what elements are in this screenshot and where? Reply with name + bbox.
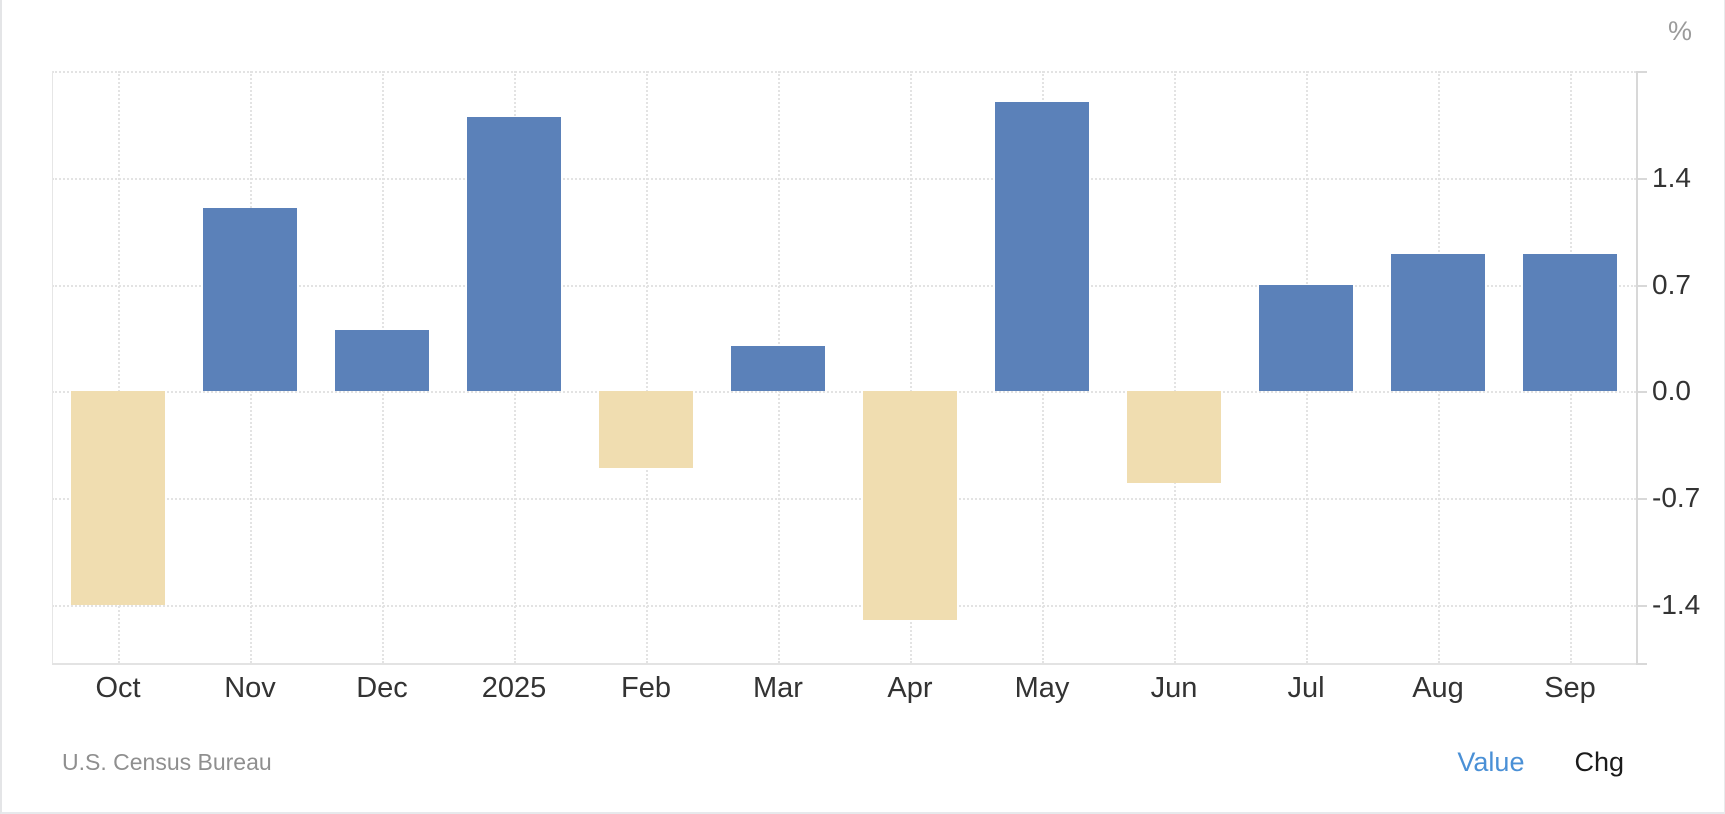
bar-2025[interactable] (467, 116, 561, 392)
gridline-horizontal (52, 71, 1636, 73)
x-axis-label-oct: Oct (95, 672, 141, 704)
y-axis-unit-label: % (1667, 16, 1692, 46)
x-axis-label-may: May (1014, 672, 1070, 704)
y-axis-label--0.7: -0.7 (1652, 482, 1701, 514)
y-axis-tick-mark (1636, 663, 1647, 665)
x-axis-label-dec: Dec (356, 672, 408, 704)
value-toggle-link[interactable]: Value (1457, 746, 1525, 777)
gridline-vertical (118, 71, 120, 663)
gridline-vertical (910, 71, 912, 663)
bar-aug[interactable] (1391, 254, 1485, 392)
bar-nov[interactable] (203, 208, 297, 392)
y-axis-tick-mark (1636, 71, 1647, 73)
bar-may[interactable] (995, 101, 1089, 392)
x-axis-label-feb: Feb (621, 672, 671, 704)
x-axis-label-apr: Apr (887, 672, 933, 704)
footer: U.S. Census Bureau Value Chg (62, 742, 1624, 782)
y-axis-tick-mark (1636, 284, 1647, 287)
gridline-horizontal (52, 284, 1636, 287)
y-axis-tick-mark (1636, 177, 1647, 180)
y-axis-right-line (1636, 71, 1638, 665)
y-axis-tick-mark (1636, 498, 1647, 501)
y-axis-tick-mark (1636, 391, 1647, 394)
series-toggles: Value Chg (1457, 747, 1624, 778)
y-axis-tick-mark (1636, 605, 1647, 608)
y-axis-left-line (52, 71, 53, 663)
x-axis-line (52, 663, 1636, 665)
chg-toggle-link[interactable]: Chg (1574, 746, 1624, 777)
bar-apr[interactable] (863, 391, 957, 621)
bar-oct[interactable] (71, 391, 165, 605)
bar-jul[interactable] (1259, 284, 1353, 392)
gridline-horizontal (52, 391, 1636, 394)
x-axis-label-aug: Aug (1412, 672, 1464, 704)
y-axis-label-0.7: 0.7 (1652, 268, 1691, 300)
bar-jun[interactable] (1127, 391, 1221, 483)
x-axis-label-nov: Nov (224, 672, 276, 704)
gridline-horizontal (52, 605, 1636, 608)
gridline-horizontal (52, 498, 1636, 501)
bar-sep[interactable] (1523, 254, 1617, 392)
x-axis-label-jun: Jun (1150, 672, 1198, 704)
gridline-vertical (1174, 71, 1176, 663)
y-axis-label-0.0: 0.0 (1652, 375, 1691, 407)
gridline-vertical (646, 71, 648, 663)
source-attribution: U.S. Census Bureau (62, 748, 272, 775)
x-axis-label-jul: Jul (1287, 672, 1325, 704)
x-axis-label-2025: 2025 (481, 672, 547, 704)
gridline-horizontal (52, 177, 1636, 180)
x-axis-label-sep: Sep (1544, 672, 1596, 704)
bar-feb[interactable] (599, 391, 693, 468)
x-axis-label-mar: Mar (753, 672, 803, 704)
y-axis-label-1.4: 1.4 (1652, 161, 1691, 193)
bar-dec[interactable] (335, 330, 429, 392)
bar-mar[interactable] (731, 345, 825, 392)
y-axis-label--1.4: -1.4 (1652, 589, 1701, 621)
